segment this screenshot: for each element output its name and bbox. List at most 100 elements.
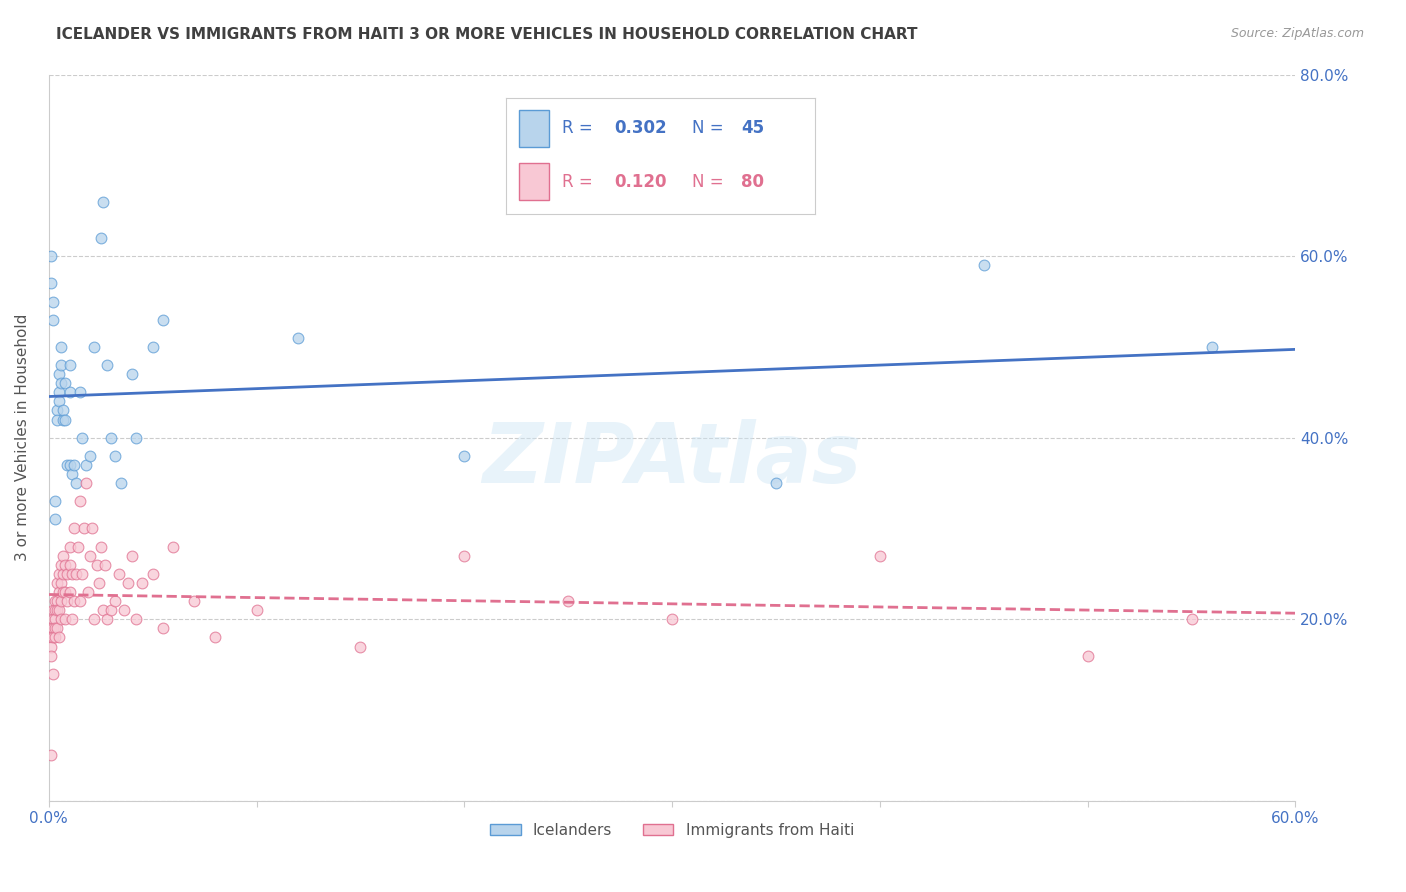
Point bbox=[94, 558, 117, 572]
Bar bbox=[519, 163, 550, 200]
Point bbox=[52, 412, 75, 426]
Text: Source: ZipAtlas.com: Source: ZipAtlas.com bbox=[1230, 27, 1364, 40]
Text: 80: 80 bbox=[741, 173, 765, 191]
Point bbox=[39, 748, 62, 763]
Text: N =: N = bbox=[692, 120, 728, 137]
Point bbox=[73, 521, 96, 535]
Point bbox=[62, 521, 84, 535]
Point bbox=[39, 621, 62, 635]
Point bbox=[287, 331, 309, 345]
Point bbox=[39, 631, 62, 645]
Point bbox=[42, 631, 65, 645]
Point bbox=[90, 540, 112, 554]
Point bbox=[869, 549, 891, 563]
Point bbox=[83, 612, 105, 626]
Point bbox=[75, 476, 97, 491]
Point bbox=[39, 648, 62, 663]
Text: 45: 45 bbox=[741, 120, 765, 137]
Point bbox=[60, 566, 83, 581]
Point bbox=[183, 594, 205, 608]
Point bbox=[557, 594, 579, 608]
Point bbox=[661, 612, 683, 626]
Point bbox=[152, 312, 174, 326]
Text: 0.302: 0.302 bbox=[614, 120, 666, 137]
Point bbox=[77, 585, 100, 599]
Point bbox=[48, 367, 70, 381]
Point bbox=[60, 612, 83, 626]
Point bbox=[91, 603, 114, 617]
Point bbox=[52, 566, 75, 581]
Point bbox=[75, 458, 97, 472]
Point bbox=[51, 576, 73, 591]
Point bbox=[48, 385, 70, 400]
Point bbox=[90, 231, 112, 245]
Point bbox=[65, 566, 87, 581]
Point bbox=[58, 385, 80, 400]
Point bbox=[52, 585, 75, 599]
Point bbox=[56, 566, 79, 581]
Point bbox=[110, 476, 132, 491]
Point bbox=[48, 566, 70, 581]
Point bbox=[204, 631, 226, 645]
Point bbox=[53, 412, 76, 426]
Legend: Icelanders, Immigrants from Haiti: Icelanders, Immigrants from Haiti bbox=[484, 817, 860, 844]
Point bbox=[46, 412, 69, 426]
Point bbox=[46, 621, 69, 635]
Point bbox=[60, 467, 83, 481]
Point bbox=[142, 566, 165, 581]
Point bbox=[125, 612, 148, 626]
Point bbox=[69, 385, 91, 400]
Point bbox=[58, 585, 80, 599]
Point bbox=[142, 340, 165, 354]
Text: 0.120: 0.120 bbox=[614, 173, 666, 191]
Point bbox=[42, 621, 65, 635]
Point bbox=[44, 512, 66, 526]
Point bbox=[91, 194, 114, 209]
Text: ICELANDER VS IMMIGRANTS FROM HAITI 3 OR MORE VEHICLES IN HOUSEHOLD CORRELATION C: ICELANDER VS IMMIGRANTS FROM HAITI 3 OR … bbox=[56, 27, 918, 42]
Point bbox=[96, 612, 118, 626]
Point bbox=[58, 458, 80, 472]
Point bbox=[79, 549, 101, 563]
Bar bbox=[519, 110, 550, 147]
Point bbox=[46, 603, 69, 617]
Point bbox=[56, 594, 79, 608]
Point bbox=[53, 585, 76, 599]
Point bbox=[86, 558, 108, 572]
Point bbox=[69, 494, 91, 508]
Point bbox=[453, 449, 475, 463]
Point bbox=[44, 631, 66, 645]
Point bbox=[65, 476, 87, 491]
Point bbox=[121, 367, 143, 381]
Point bbox=[1180, 612, 1202, 626]
Point bbox=[51, 376, 73, 391]
Point bbox=[58, 540, 80, 554]
Point bbox=[42, 294, 65, 309]
Point bbox=[62, 594, 84, 608]
Point bbox=[104, 449, 127, 463]
Point bbox=[1201, 340, 1223, 354]
Point bbox=[51, 594, 73, 608]
Point bbox=[100, 603, 122, 617]
Point bbox=[765, 476, 787, 491]
Text: R =: R = bbox=[562, 173, 598, 191]
Point bbox=[100, 431, 122, 445]
Point bbox=[44, 594, 66, 608]
Point bbox=[83, 340, 105, 354]
Point bbox=[1077, 648, 1099, 663]
Point bbox=[46, 403, 69, 417]
Point bbox=[52, 403, 75, 417]
Text: ZIPAtlas: ZIPAtlas bbox=[482, 419, 862, 500]
Point bbox=[46, 576, 69, 591]
Point bbox=[245, 603, 267, 617]
Point bbox=[51, 612, 73, 626]
Point bbox=[48, 394, 70, 409]
Point bbox=[82, 521, 104, 535]
Point bbox=[62, 458, 84, 472]
Point bbox=[131, 576, 153, 591]
Point bbox=[79, 449, 101, 463]
Point bbox=[66, 540, 89, 554]
Point bbox=[104, 594, 127, 608]
Point bbox=[39, 640, 62, 654]
Point bbox=[58, 558, 80, 572]
Point bbox=[96, 358, 118, 372]
